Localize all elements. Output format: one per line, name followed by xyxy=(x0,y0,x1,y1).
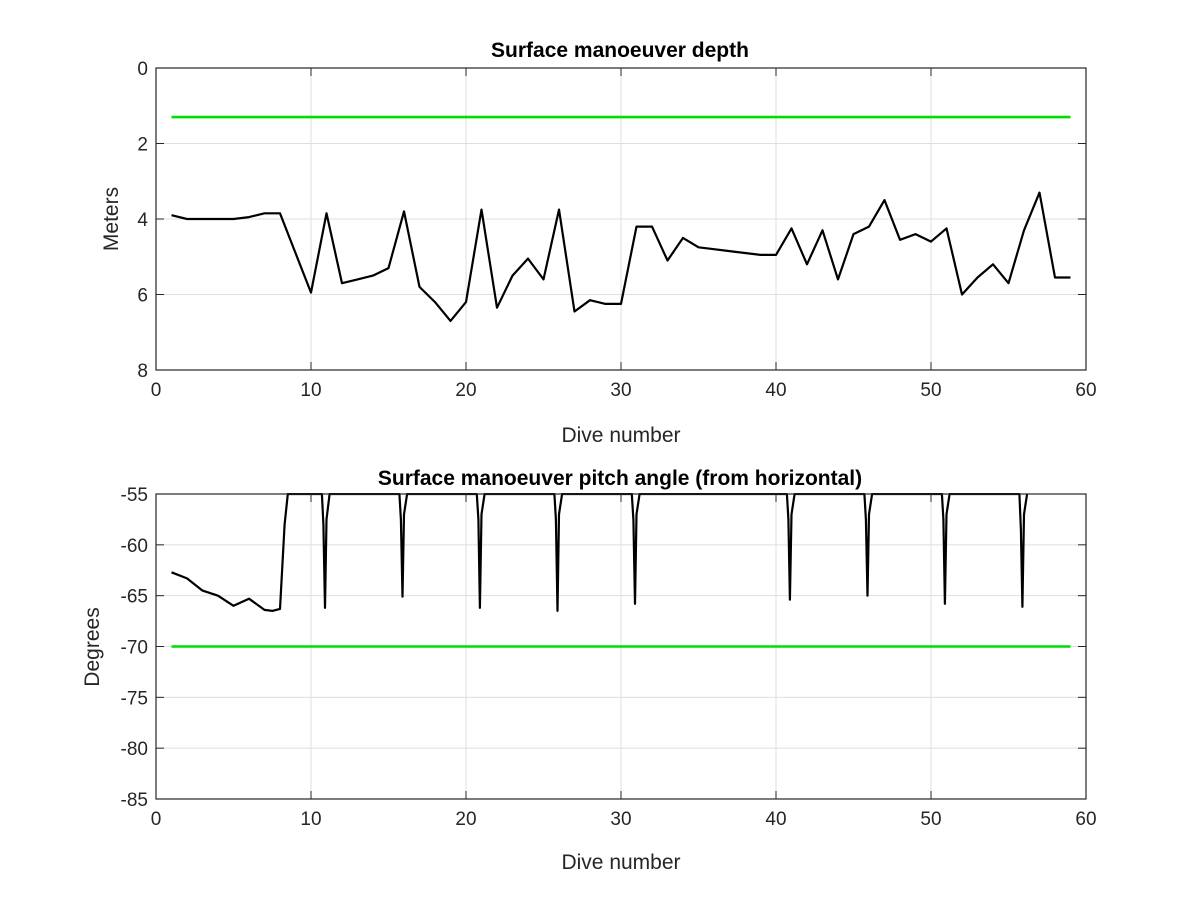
depth-chart-ticks: 0 10 20 30 40 50 60 0 2 4 6 8 xyxy=(137,59,1096,401)
pitch-chart-ytick-label: -75 xyxy=(121,688,148,709)
depth-chart-xlabel: Dive number xyxy=(561,424,680,447)
depth-chart-xtick-label: 60 xyxy=(1075,380,1096,401)
depth-chart-xtick-label: 40 xyxy=(765,380,786,401)
depth-chart: Surface manoeuver depth 0 10 20 30 40 50 60 0 2 4… xyxy=(100,39,1097,447)
depth-chart-data-line xyxy=(171,191,1071,322)
depth-chart-title: Surface manoeuver depth xyxy=(491,39,749,62)
pitch-chart-title: Surface manoeuver pitch angle (from hori… xyxy=(378,467,862,490)
pitch-chart-data-line xyxy=(171,493,1029,613)
pitch-chart-xtick-label: 10 xyxy=(300,809,321,830)
pitch-chart-ytick-label: -70 xyxy=(121,638,148,659)
depth-chart-ylabel: Meters xyxy=(100,187,123,251)
depth-chart-xtick-label: 50 xyxy=(920,380,941,401)
depth-chart-grid xyxy=(155,67,1087,371)
pitch-chart-xtick-label: 50 xyxy=(920,809,941,830)
depth-chart-ytick-label: 0 xyxy=(137,59,148,80)
pitch-chart-xlabel: Dive number xyxy=(561,851,680,874)
depth-chart-xtick-label: 30 xyxy=(610,380,631,401)
pitch-chart-xtick-label: 0 xyxy=(151,809,162,830)
depth-chart-xtick-label: 10 xyxy=(300,380,321,401)
pitch-chart-xtick-label: 60 xyxy=(1075,809,1096,830)
depth-chart-lines xyxy=(171,115,1071,322)
pitch-chart-xtick-label: 30 xyxy=(610,809,631,830)
depth-chart-ytick-label: 6 xyxy=(137,286,148,307)
pitch-chart-ticks: 0 10 20 30 40 50 60 -55 -60 -65 -70 -75 -80 -85 xyxy=(121,485,1097,830)
pitch-chart-xtick-label: 40 xyxy=(765,809,786,830)
pitch-chart-ytick-label: -65 xyxy=(121,587,148,608)
pitch-chart-ytick-label: -55 xyxy=(121,485,148,506)
pitch-chart-xtick-label: 20 xyxy=(455,809,476,830)
pitch-chart: Surface manoeuver pitch angle (from hori… xyxy=(81,467,1097,874)
pitch-chart-ytick-label: -80 xyxy=(121,739,148,760)
depth-chart-ytick-label: 4 xyxy=(137,210,148,231)
pitch-chart-ytick-label: -60 xyxy=(121,536,148,557)
depth-chart-ytick-label: 8 xyxy=(137,361,148,382)
depth-chart-ytick-label: 2 xyxy=(137,135,148,156)
pitch-chart-ytick-label: -85 xyxy=(121,790,148,811)
pitch-chart-ylabel: Degrees xyxy=(81,607,104,686)
depth-chart-xtick-label: 0 xyxy=(151,380,162,401)
depth-chart-xtick-label: 20 xyxy=(455,380,476,401)
